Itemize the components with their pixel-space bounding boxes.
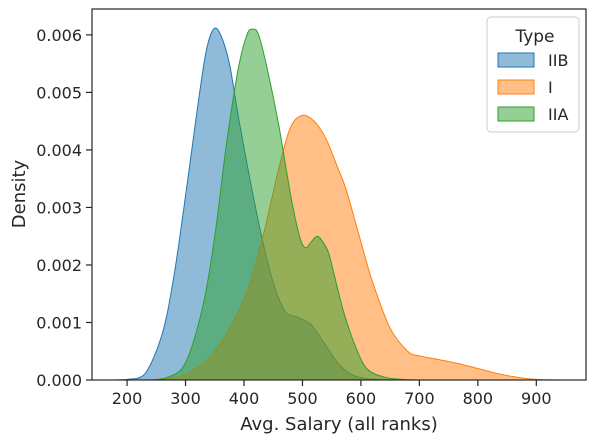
legend-label-iia: IIA <box>548 105 568 124</box>
legend-items: IIB I IIA <box>497 51 568 124</box>
x-tick-label: 200 <box>112 389 143 408</box>
legend-title: Type <box>514 27 554 47</box>
density-line-iia <box>150 28 420 381</box>
y-tick-label: 0.002 <box>36 256 82 275</box>
y-tick-label: 0.004 <box>36 141 82 160</box>
legend: Type IIB I IIA <box>486 16 580 133</box>
legend-swatch-iib <box>497 52 535 68</box>
y-tick-label: 0.003 <box>36 198 82 217</box>
x-axis-title: Avg. Salary (all ranks) <box>240 414 437 435</box>
legend-label-iib: IIB <box>548 51 568 70</box>
density-area-iia <box>150 29 420 380</box>
x-tick-label: 400 <box>229 389 260 408</box>
x-tick-label: 900 <box>521 389 552 408</box>
y-tick-label: 0.006 <box>36 26 82 45</box>
y-tick-label: 0.000 <box>36 371 82 390</box>
x-tick-label: 800 <box>463 389 494 408</box>
y-axis-title: Density <box>9 159 30 228</box>
x-axis: 200 300 400 500 600 700 800 900 <box>112 380 552 408</box>
x-tick-label: 700 <box>404 389 435 408</box>
x-tick-label: 600 <box>346 389 377 408</box>
legend-frame <box>486 16 580 133</box>
legend-swatch-iia <box>497 106 535 122</box>
y-tick-label: 0.001 <box>36 313 82 332</box>
y-axis: 0.000 0.001 0.002 0.003 0.004 0.005 0.006 <box>36 26 92 390</box>
series-layer <box>109 27 566 381</box>
x-tick-label: 500 <box>287 389 318 408</box>
legend-label-i: I <box>548 78 553 97</box>
x-tick-label: 300 <box>170 389 201 408</box>
plot-frame <box>91 8 587 381</box>
legend-swatch-i <box>497 79 535 95</box>
y-tick-label: 0.005 <box>36 83 82 102</box>
